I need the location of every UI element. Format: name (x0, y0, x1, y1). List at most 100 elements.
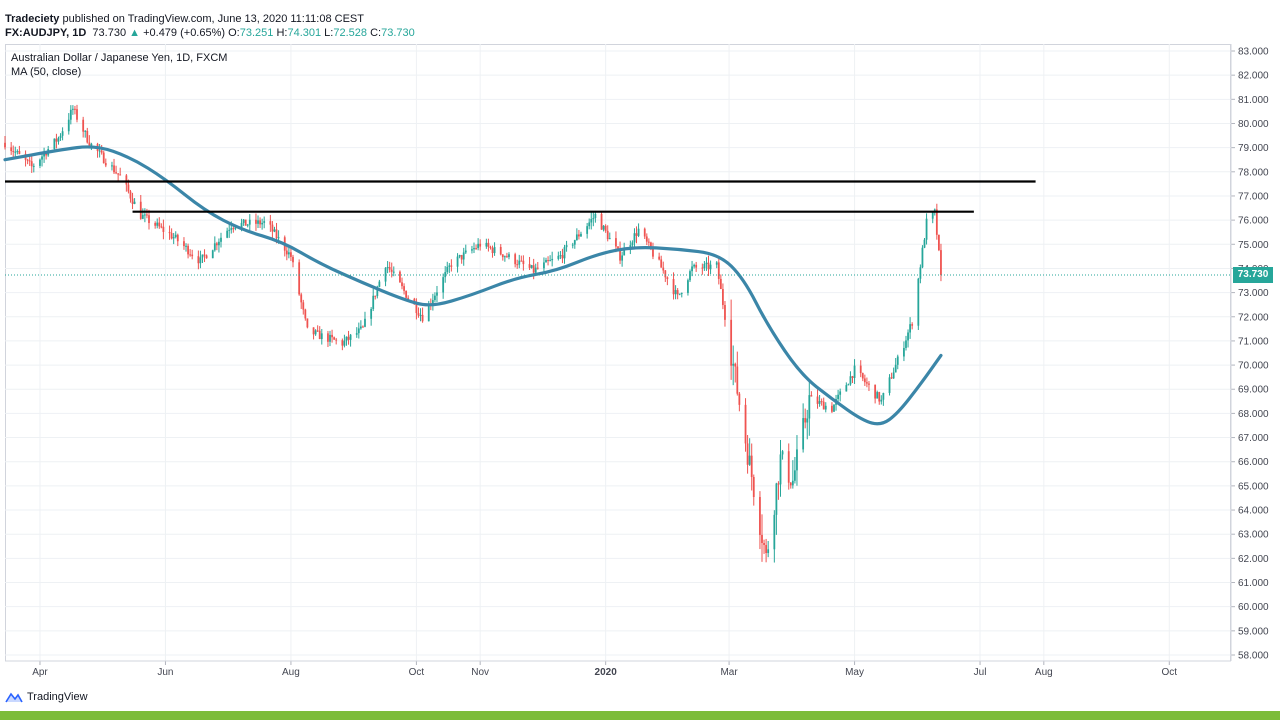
candle-body (503, 256, 506, 258)
candle-body (802, 418, 805, 450)
price-tick-label: 69.000 (1238, 385, 1269, 396)
price-axis[interactable]: 58.000 59.000 60.000 61.000 62.000 63.000 64.0… (1230, 44, 1269, 662)
candle-body (863, 378, 866, 383)
candle-body (141, 214, 144, 219)
candle-body (903, 347, 905, 357)
candle-body (333, 337, 336, 340)
candle-body (590, 218, 593, 223)
chart-header: Tradeciety published on TradingView.com,… (0, 0, 1280, 44)
candle-body (71, 108, 74, 110)
candle-body (475, 248, 477, 250)
candle-body (218, 241, 220, 246)
candle-body (831, 405, 833, 412)
candle-body (744, 404, 747, 444)
candle-body (442, 277, 445, 293)
candle-body (347, 336, 350, 340)
candle-body (907, 332, 909, 341)
price-tick-label: 62.000 (1238, 554, 1269, 565)
candle-body (808, 395, 811, 419)
candle-body (298, 262, 301, 295)
candle-body (779, 454, 782, 485)
tradingview-logo-icon (5, 692, 23, 703)
price-tick-label: 71.000 (1238, 336, 1269, 347)
candle-body (940, 250, 942, 275)
candle-body (701, 267, 704, 269)
candle-body (619, 248, 621, 261)
price-tick-label: 70.000 (1238, 361, 1269, 372)
price-change: +0.479 (+0.65%) (143, 27, 226, 39)
candle-body (571, 244, 574, 246)
candle-body (67, 119, 70, 132)
candle-body (896, 356, 899, 365)
candle-body (839, 391, 842, 395)
candle-body (473, 248, 475, 250)
price-tick-label: 66.000 (1238, 457, 1269, 468)
candle-body (316, 330, 319, 332)
candle-body (680, 292, 683, 294)
candle-body (845, 385, 848, 392)
time-tick-label: Apr (32, 667, 48, 678)
candle-body (314, 330, 317, 335)
candle-body (561, 255, 564, 259)
time-tick-label: Jul (974, 667, 987, 678)
candle-body (606, 230, 609, 240)
price-tick-label: 72.000 (1238, 312, 1269, 323)
price-tick-label: 79.000 (1238, 143, 1269, 154)
price-tick-label: 67.000 (1238, 433, 1269, 444)
candle-body (53, 138, 56, 150)
candle-body (69, 109, 72, 120)
candle-body (372, 295, 375, 310)
low-value: 72.528 (333, 27, 368, 39)
candle-body (516, 264, 519, 266)
candle-body (45, 153, 48, 156)
candle-body (154, 223, 157, 226)
candle-body (894, 364, 897, 373)
indicator-legend[interactable]: MA (50, close) (11, 66, 82, 78)
publish-line: Tradeciety published on TradingView.com,… (5, 12, 364, 26)
candle-body (90, 143, 93, 147)
candle-body (427, 304, 430, 322)
candle-body (746, 443, 749, 465)
candle-body (773, 514, 776, 550)
candle-body (923, 239, 926, 248)
price-tick-label: 76.000 (1238, 216, 1269, 227)
candle-body (185, 245, 187, 247)
candle-body (139, 201, 142, 219)
candle-body (719, 278, 722, 290)
candle-body (715, 262, 718, 265)
author-name[interactable]: Tradeciety (5, 13, 60, 25)
candle-body (489, 246, 492, 249)
candle-body (88, 142, 91, 147)
tradingview-logo[interactable]: TradingView (5, 689, 88, 705)
candle-body (528, 264, 531, 268)
candle-body (905, 340, 907, 348)
candle-body (259, 220, 261, 225)
time-tick-label: Aug (1035, 667, 1053, 678)
candle-body (376, 286, 379, 297)
candle-body (551, 258, 554, 261)
candle-body (637, 228, 640, 236)
candle-body (244, 219, 247, 226)
candle-body (868, 383, 870, 385)
candle-body (890, 377, 893, 379)
candle-body (39, 159, 41, 166)
candle-body (738, 393, 741, 405)
candle-body (705, 262, 708, 264)
candle-body (76, 109, 78, 120)
candle-body (545, 260, 547, 263)
candle-body (882, 392, 885, 400)
low-label: L: (324, 27, 334, 39)
close-value: 73.730 (381, 27, 415, 39)
candle-body (143, 214, 146, 216)
candle-body (417, 313, 420, 316)
candle-body (113, 165, 115, 173)
candle-body (514, 254, 517, 265)
candle-body (559, 255, 562, 257)
candle-body (100, 150, 103, 153)
time-axis[interactable]: Apr Jun Aug Oct Nov 2020 Mar May Jul Aug Oct (5, 660, 1231, 678)
candle-body (563, 247, 566, 259)
candle-body (724, 305, 726, 320)
candle-body (129, 191, 132, 199)
candle-body (822, 401, 825, 410)
